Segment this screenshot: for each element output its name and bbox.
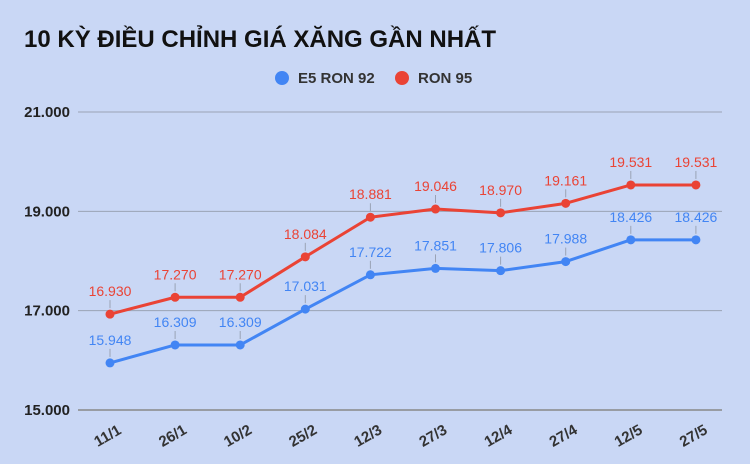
data-label-e5-ron-92: 17.988: [544, 231, 587, 247]
data-label-ron-95: 19.531: [609, 154, 652, 170]
y-tick-label: 15.000: [24, 402, 70, 419]
y-tick-label: 19.000: [24, 203, 70, 220]
data-point-ron-95: [365, 212, 375, 222]
data-label-ron-95: 17.270: [154, 266, 197, 282]
x-tick-label: 25/2: [286, 421, 320, 450]
data-label-e5-ron-92: 18.426: [609, 209, 652, 225]
x-tick-label: 27/4: [547, 421, 581, 451]
data-label-e5-ron-92: 17.806: [479, 240, 522, 256]
y-axis-ticks: 15.000 17.000 19.000 21.000: [24, 104, 70, 419]
data-label-e5-ron-92: 17.722: [349, 244, 392, 260]
data-label-e5-ron-92: 15.948: [89, 332, 132, 348]
legend-label-e5-ron-92: E5 RON 92: [298, 70, 375, 87]
x-tick-label: 12/5: [612, 421, 646, 450]
data-point-ron-95: [235, 292, 245, 302]
data-label-e5-ron-92: 16.309: [154, 314, 197, 330]
x-tick-label: 12/3: [351, 421, 385, 450]
data-point-e5-ron-92: [365, 270, 375, 280]
data-label-ron-95: 19.161: [544, 172, 587, 188]
x-tick-label: 10/2: [221, 421, 255, 450]
data-label-ron-95: 18.084: [284, 226, 327, 242]
data-label-ron-95: 16.930: [89, 283, 132, 299]
data-label-e5-ron-92: 17.031: [284, 278, 327, 294]
data-point-ron-95: [561, 198, 571, 208]
series-line-e5-ron-92: [108, 238, 698, 365]
data-point-ron-95: [300, 252, 310, 262]
x-tick-label: 12/4: [481, 421, 515, 451]
data-label-ron-95: 18.970: [479, 182, 522, 198]
series-lines: 15.948 16.309 16.309 17.031 17.722 17.851 17.8…: [89, 154, 718, 368]
gridlines: [78, 111, 722, 411]
data-point-e5-ron-92: [496, 266, 506, 276]
data-point-e5-ron-92: [691, 235, 701, 245]
legend-label-ron-95: RON 95: [418, 70, 472, 87]
data-point-ron-95: [170, 292, 180, 302]
data-point-ron-95: [105, 309, 115, 319]
legend-marker-e5-ron-92: [275, 71, 289, 85]
data-point-ron-95: [626, 180, 636, 190]
data-point-e5-ron-92: [561, 257, 571, 267]
chart-title: 10 KỲ ĐIỀU CHỈNH GIÁ XĂNG GẦN NHẤT: [24, 24, 496, 53]
data-label-ron-95: 18.881: [349, 186, 392, 202]
data-label-ron-95: 17.270: [219, 266, 262, 282]
data-label-ron-95: 19.531: [674, 154, 717, 170]
data-point-ron-95: [431, 204, 440, 214]
x-tick-label: 11/1: [91, 422, 124, 451]
x-tick-label: 27/5: [677, 421, 711, 450]
x-tick-label: 27/3: [416, 421, 450, 450]
data-point-e5-ron-92: [105, 358, 115, 368]
data-point-e5-ron-92: [431, 263, 440, 273]
data-point-ron-95: [691, 180, 701, 190]
data-point-e5-ron-92: [170, 340, 180, 350]
data-point-e5-ron-92: [300, 304, 310, 314]
data-point-e5-ron-92: [626, 235, 636, 245]
x-tick-label: 26/1: [156, 421, 190, 450]
y-tick-label: 17.000: [24, 303, 70, 320]
series-line-ron-95: [108, 183, 698, 316]
y-tick-label: 21.000: [24, 104, 70, 121]
data-label-e5-ron-92: 16.309: [219, 314, 262, 330]
data-point-ron-95: [496, 208, 506, 218]
data-label-ron-95: 19.046: [414, 178, 457, 194]
x-axis-ticks: 11/1 26/1 10/2 25/2 12/3 27/3 12/4 27/4 12/5 27/5: [91, 421, 710, 451]
data-point-e5-ron-92: [235, 340, 245, 350]
legend: E5 RON 92 RON 95: [275, 70, 472, 87]
legend-marker-ron-95: [395, 71, 409, 85]
data-label-e5-ron-92: 18.426: [674, 209, 717, 225]
data-label-e5-ron-92: 17.851: [414, 237, 457, 253]
